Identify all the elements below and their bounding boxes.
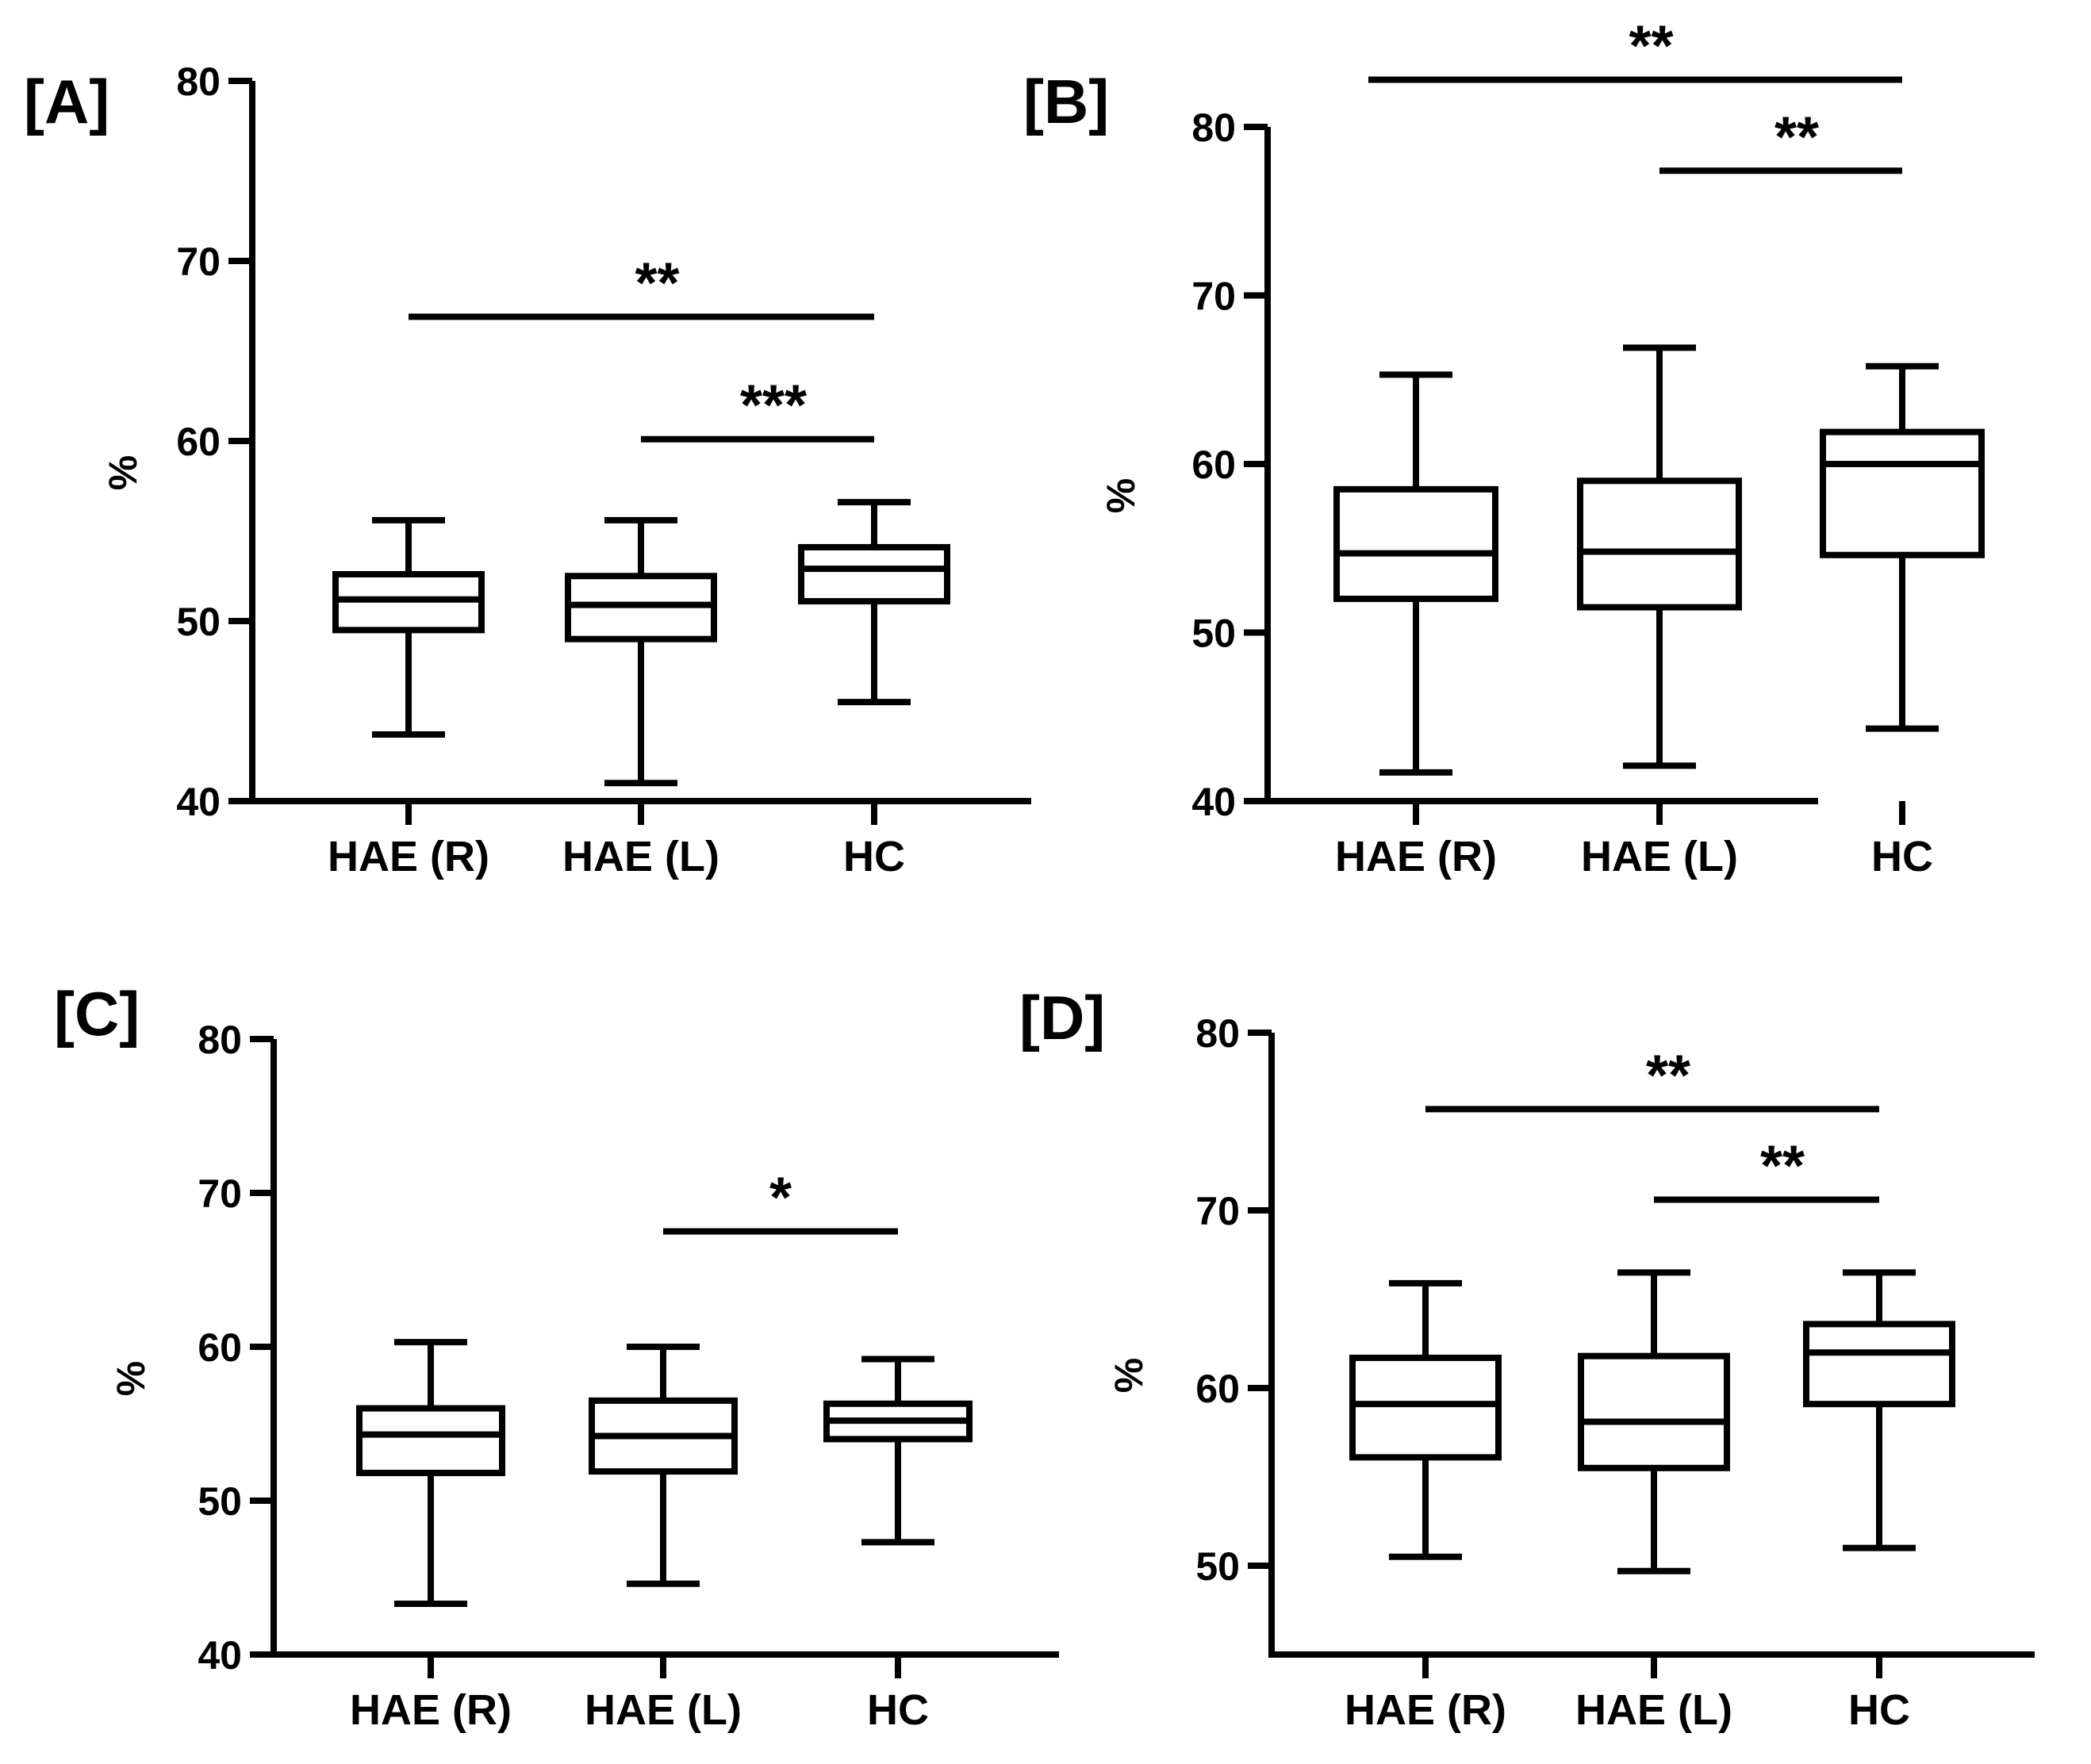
x-tick-label: HAE (L) (1575, 1686, 1732, 1734)
x-tick-label: HAE (R) (1335, 833, 1497, 880)
y-axis-title: % (109, 1361, 153, 1396)
y-axis-title: % (1099, 478, 1143, 513)
x-tick-label: HC (1848, 1686, 1910, 1734)
y-tick-label: 80 (176, 59, 221, 104)
panel-c: [C] 40 50 60 70 80% HAE (R) HAE (L) HC * (54, 979, 1059, 1734)
y-axis-title: % (1107, 1358, 1151, 1393)
y-tick-label: 40 (176, 780, 221, 824)
x-tick-label: HAE (R) (328, 833, 489, 880)
y-tick-label: 70 (1195, 1189, 1240, 1233)
y-tick-label: 70 (1191, 274, 1236, 319)
y-tick-label: 80 (1191, 105, 1236, 150)
x-tick-label: HC (1871, 833, 1933, 880)
iqr-box (1803, 1321, 1955, 1408)
y-tick-label: 80 (198, 1018, 242, 1062)
y-axis-title: % (101, 455, 145, 490)
panel-b: [B] 40 50 60 70 80% HAE (R) HAE (L) HC ** ** (1023, 15, 1985, 880)
y-tick-label: 60 (1195, 1367, 1240, 1411)
iqr-box (1577, 477, 1742, 611)
y-tick-label: 50 (176, 600, 221, 644)
significance-stars: ** (1629, 15, 1673, 79)
x-tick-label: HAE (R) (350, 1686, 512, 1734)
panel-label: [D] (1019, 983, 1105, 1053)
significance-stars: * (769, 1167, 792, 1230)
panel-d: [D] 50 60 70 80% HAE (R) HAE (L) HC ** ** (1019, 983, 2035, 1734)
significance-stars: *** (740, 374, 807, 438)
y-tick-label: 40 (198, 1633, 242, 1678)
significance-stars: ** (635, 251, 679, 315)
x-tick-label: HAE (L) (1581, 833, 1738, 880)
significance-stars: ** (1760, 1135, 1805, 1198)
y-tick-label: 60 (1191, 443, 1236, 487)
y-tick-label: 60 (198, 1325, 242, 1370)
iqr-box (1578, 1352, 1730, 1471)
x-tick-label: HAE (L) (562, 833, 719, 880)
x-tick-label: HAE (R) (1345, 1686, 1506, 1734)
y-tick-label: 80 (1195, 1011, 1240, 1056)
x-tick-label: HC (867, 1686, 929, 1734)
iqr-box (798, 543, 950, 605)
panel-label: [A] (24, 67, 109, 136)
panel-label: [B] (1023, 67, 1109, 136)
significance-stars: ** (1646, 1044, 1690, 1107)
x-tick-label: HAE (L) (585, 1686, 742, 1734)
y-tick-label: 70 (198, 1172, 242, 1216)
significance-stars: ** (1774, 105, 1819, 169)
y-tick-label: 50 (198, 1479, 242, 1524)
y-tick-label: 50 (1195, 1544, 1240, 1589)
iqr-box (1349, 1354, 1502, 1461)
y-tick-label: 70 (176, 240, 221, 284)
iqr-box (1333, 485, 1498, 602)
y-tick-label: 60 (176, 420, 221, 464)
iqr-box (356, 1405, 505, 1477)
panel-label: [C] (54, 979, 140, 1049)
y-tick-label: 40 (1191, 780, 1236, 824)
y-tick-label: 50 (1191, 612, 1236, 656)
x-tick-label: HC (843, 833, 905, 880)
iqr-box (1820, 428, 1985, 558)
